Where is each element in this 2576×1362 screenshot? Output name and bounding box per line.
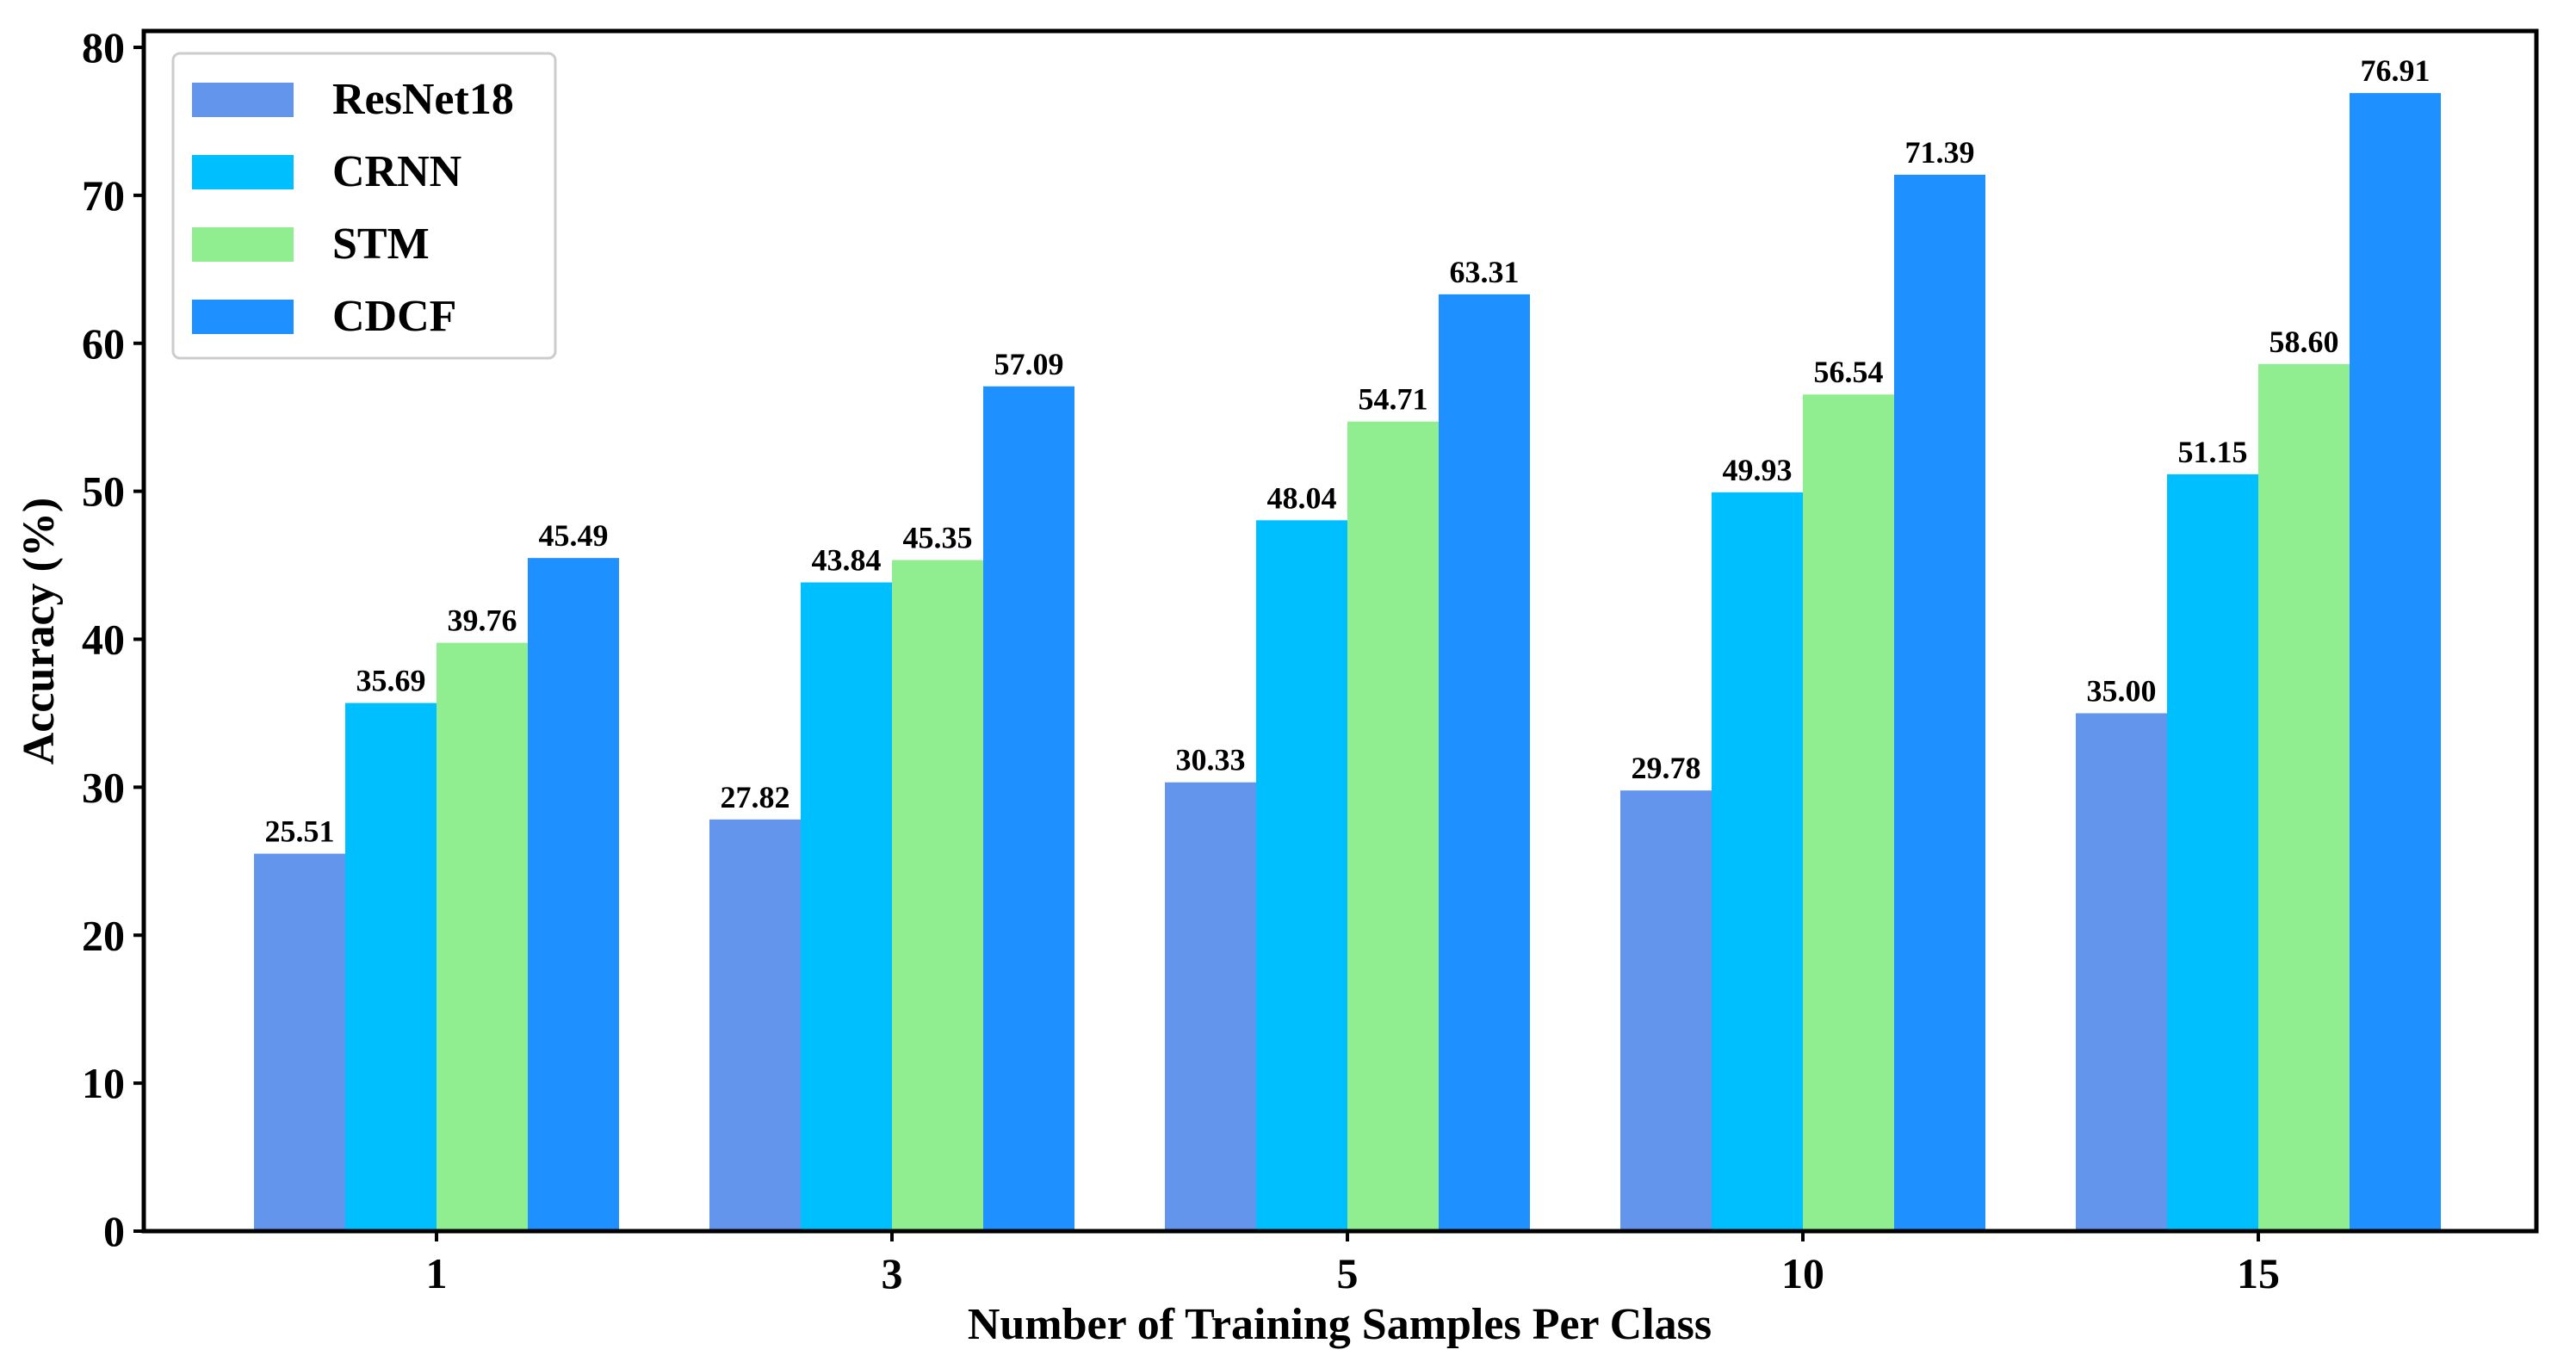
bar-resnet18-1 (254, 853, 345, 1231)
y-tick-label: 60 (82, 319, 125, 368)
bar-crnn-15 (2167, 474, 2258, 1231)
y-tick-label: 50 (82, 467, 125, 516)
x-axis-label: Number of Training Samples Per Class (968, 1300, 1712, 1349)
legend-swatch-resnet18 (192, 83, 294, 117)
value-label-resnet18-1: 25.51 (265, 814, 335, 849)
bar-resnet18-10 (1620, 790, 1712, 1231)
legend: ResNet18 CRNN STM CDCF (171, 52, 557, 360)
x-tick-label: 3 (882, 1249, 903, 1297)
value-label-stm-5: 54.71 (1359, 382, 1428, 417)
bar-stm-10 (1803, 394, 1894, 1231)
bar-crnn-3 (801, 582, 892, 1231)
plot-frame (141, 28, 2539, 1234)
bar-resnet18-15 (2076, 713, 2167, 1231)
x-tick-label: 5 (1337, 1249, 1359, 1297)
x-axis: 1 3 5 10 15 (426, 1231, 2280, 1297)
bar-cdcf-15 (2350, 93, 2441, 1231)
bar-cdcf-1 (528, 558, 619, 1231)
value-label-resnet18-5: 30.33 (1176, 743, 1246, 777)
legend-label-stm: STM (332, 220, 430, 269)
bar-cdcf-5 (1439, 294, 1530, 1231)
value-label-cdcf-3: 57.09 (994, 347, 1064, 381)
bar-resnet18-3 (709, 819, 801, 1231)
bar-stm-15 (2258, 363, 2350, 1231)
bar-stm-3 (892, 560, 983, 1231)
x-tick-label: 10 (1781, 1249, 1824, 1297)
legend-label-cdcf: CDCF (332, 292, 456, 341)
y-tick-label: 80 (82, 23, 125, 71)
value-label-crnn-1: 35.69 (356, 664, 426, 698)
bar-cdcf-10 (1894, 174, 1985, 1231)
value-label-stm-10: 56.54 (1814, 355, 1884, 389)
value-label-crnn-5: 48.04 (1267, 480, 1337, 515)
y-axis-label: Accuracy (%) (15, 498, 64, 765)
x-tick-label: 15 (2237, 1249, 2280, 1297)
value-label-stm-1: 39.76 (448, 604, 517, 638)
bar-crnn-5 (1256, 520, 1347, 1231)
value-label-stm-15: 58.60 (2269, 325, 2339, 359)
legend-swatch-cdcf (192, 300, 294, 334)
y-tick-label: 40 (82, 616, 125, 664)
bars-layer (254, 93, 2441, 1231)
bar-resnet18-5 (1165, 782, 1256, 1231)
y-tick-label: 70 (82, 171, 125, 220)
value-label-cdcf-15: 76.91 (2361, 53, 2430, 88)
bar-stm-1 (437, 642, 528, 1231)
value-label-cdcf-5: 63.31 (1450, 255, 1520, 289)
bar-crnn-1 (345, 703, 437, 1231)
value-label-cdcf-1: 45.49 (539, 518, 609, 553)
value-label-crnn-10: 49.93 (1723, 453, 1793, 487)
legend-box (171, 52, 557, 360)
value-label-resnet18-10: 29.78 (1632, 751, 1701, 785)
value-label-crnn-15: 51.15 (2178, 435, 2248, 469)
value-label-cdcf-10: 71.39 (1905, 135, 1975, 170)
x-tick-label: 1 (426, 1249, 448, 1297)
legend-swatch-stm (192, 227, 294, 262)
value-labels-layer: 25.51 35.69 39.76 45.49 27.82 43.84 45.35 57.09… (265, 53, 2430, 848)
value-label-resnet18-15: 35.00 (2087, 673, 2157, 708)
y-tick-label: 10 (82, 1059, 125, 1107)
bar-cdcf-3 (983, 386, 1074, 1231)
y-tick-label: 0 (103, 1207, 125, 1255)
bar-crnn-10 (1712, 492, 1803, 1231)
y-axis: 0 10 20 30 40 50 60 70 80 (82, 23, 144, 1255)
y-tick-label: 20 (82, 911, 125, 959)
legend-label-resnet18: ResNet18 (332, 75, 514, 124)
value-label-resnet18-3: 27.82 (721, 780, 790, 814)
bar-stm-5 (1347, 421, 1439, 1231)
legend-label-crnn: CRNN (332, 147, 461, 196)
value-label-crnn-3: 43.84 (812, 543, 882, 578)
y-tick-label: 30 (82, 763, 125, 811)
legend-swatch-crnn (192, 155, 294, 189)
value-label-stm-3: 45.35 (903, 521, 973, 555)
